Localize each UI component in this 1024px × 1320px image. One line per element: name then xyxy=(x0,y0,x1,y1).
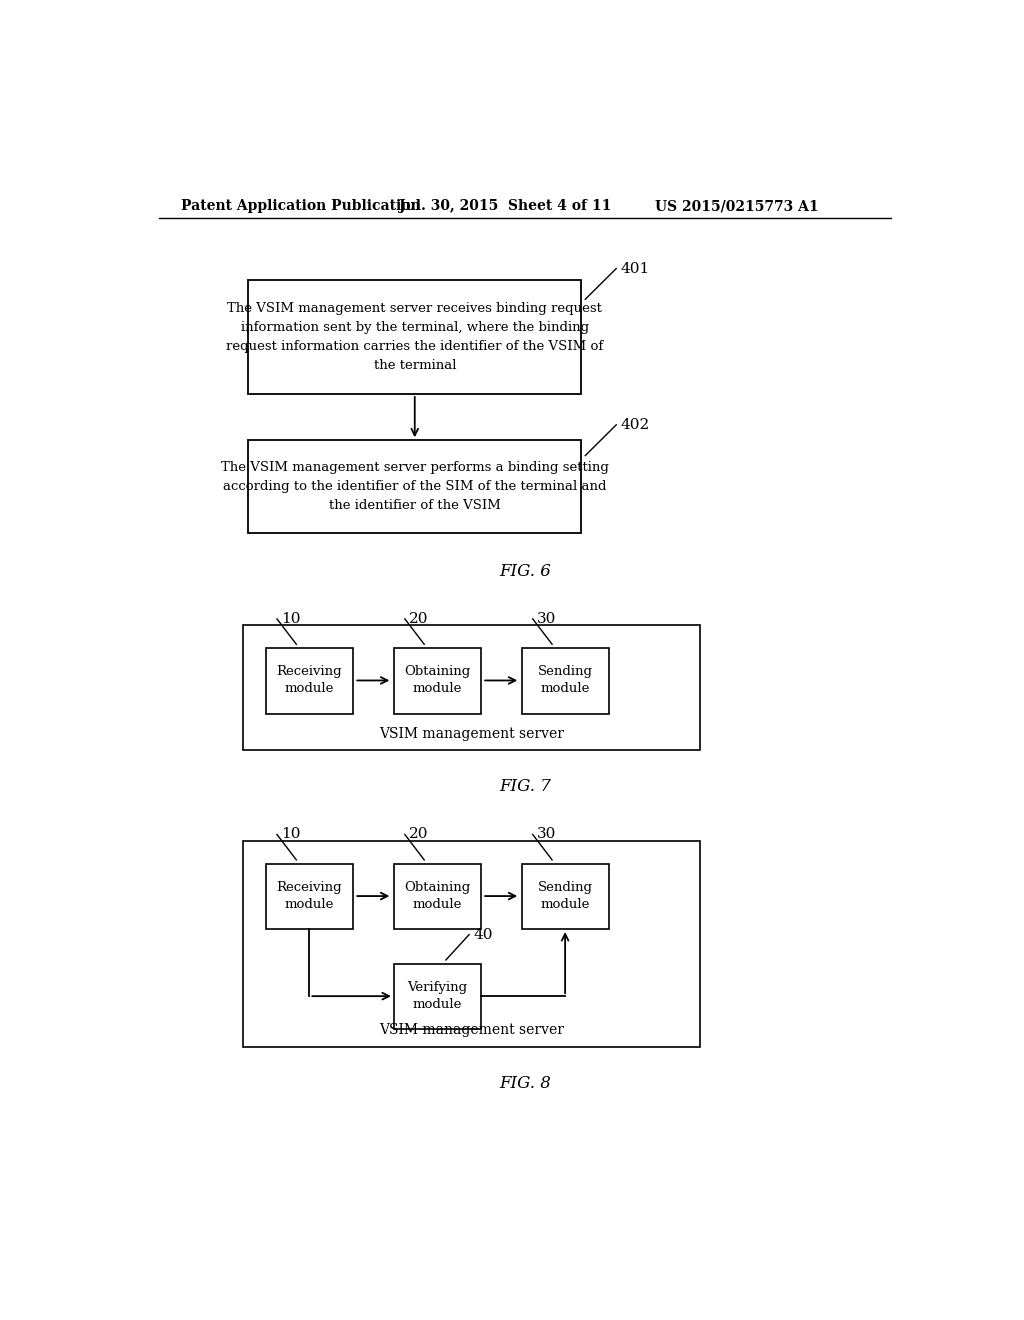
Text: Patent Application Publication: Patent Application Publication xyxy=(180,199,420,213)
Bar xyxy=(243,841,700,1047)
Text: 10: 10 xyxy=(281,612,300,626)
Text: 20: 20 xyxy=(409,828,428,841)
Text: Receiving
module: Receiving module xyxy=(276,880,342,911)
Text: Obtaining
module: Obtaining module xyxy=(404,880,470,911)
Bar xyxy=(248,280,582,395)
Text: 401: 401 xyxy=(621,261,649,276)
Text: Receiving
module: Receiving module xyxy=(276,665,342,696)
Bar xyxy=(243,626,700,750)
Text: FIG. 8: FIG. 8 xyxy=(499,1076,551,1093)
Bar xyxy=(521,648,608,714)
Text: US 2015/0215773 A1: US 2015/0215773 A1 xyxy=(655,199,818,213)
Bar xyxy=(266,648,352,714)
Bar xyxy=(394,964,480,1030)
Bar xyxy=(521,863,608,929)
Text: Obtaining
module: Obtaining module xyxy=(404,665,470,696)
Bar xyxy=(266,863,352,929)
Text: 20: 20 xyxy=(409,612,428,626)
Text: 402: 402 xyxy=(621,418,649,432)
Text: Verifying
module: Verifying module xyxy=(408,981,467,1011)
Text: Sending
module: Sending module xyxy=(538,880,593,911)
Text: 10: 10 xyxy=(281,828,300,841)
Text: FIG. 6: FIG. 6 xyxy=(499,562,551,579)
Text: The VSIM management server receives binding request
information sent by the term: The VSIM management server receives bind… xyxy=(226,302,603,372)
Text: 30: 30 xyxy=(537,612,556,626)
Text: The VSIM management server performs a binding setting
according to the identifie: The VSIM management server performs a bi… xyxy=(221,461,608,512)
Bar xyxy=(394,648,480,714)
Text: VSIM management server: VSIM management server xyxy=(379,727,564,742)
Text: VSIM management server: VSIM management server xyxy=(379,1023,564,1038)
Bar xyxy=(394,863,480,929)
Bar xyxy=(248,441,582,533)
Text: 40: 40 xyxy=(473,928,493,941)
Text: Sending
module: Sending module xyxy=(538,665,593,696)
Text: 30: 30 xyxy=(537,828,556,841)
Text: FIG. 7: FIG. 7 xyxy=(499,779,551,795)
Text: Jul. 30, 2015  Sheet 4 of 11: Jul. 30, 2015 Sheet 4 of 11 xyxy=(399,199,611,213)
